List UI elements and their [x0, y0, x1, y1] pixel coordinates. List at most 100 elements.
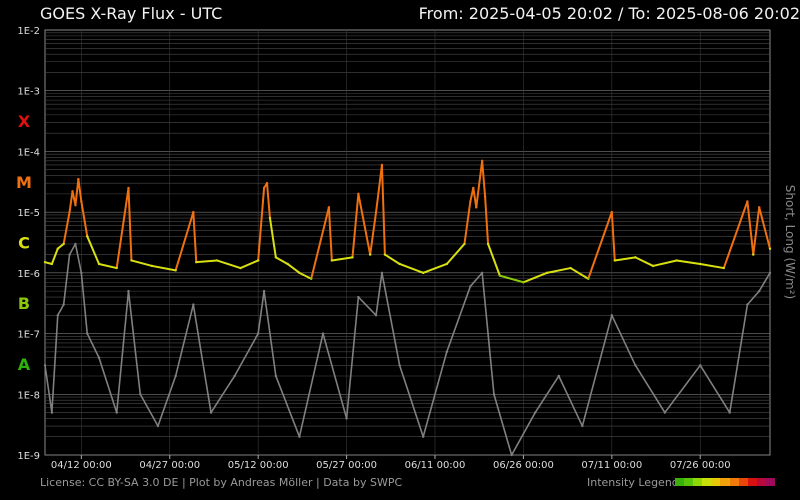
long-channel-segment: [380, 163, 386, 256]
long-channel-segment: [215, 259, 242, 270]
short-channel-point: [62, 303, 65, 306]
long-channel-point: [43, 260, 47, 264]
long-channel-point: [97, 262, 101, 266]
short-channel-point: [663, 411, 667, 414]
long-channel-segment: [130, 259, 154, 267]
long-channel-segment: [613, 256, 637, 262]
short-channel-segment: [381, 272, 401, 367]
short-channel-point: [768, 271, 772, 275]
long-channel-segment: [192, 211, 198, 264]
short-channel-point: [192, 303, 195, 306]
short-channel-segment: [728, 303, 749, 414]
legend-swatch: [720, 478, 730, 486]
long-channel-segment: [98, 262, 118, 270]
flare-class-M: M: [16, 173, 32, 192]
long-channel-segment: [266, 182, 271, 220]
long-channel-point: [498, 274, 502, 277]
short-channel-segment: [581, 314, 613, 427]
long-channel-series: [43, 159, 772, 284]
x-tick-label: 05/27 00:00: [316, 460, 377, 471]
x-tick-label: 07/11 00:00: [581, 460, 642, 471]
long-channel-point: [752, 253, 755, 256]
long-channel-point: [374, 210, 378, 214]
long-channel-point: [587, 277, 590, 280]
long-channel-segment: [475, 159, 484, 209]
x-tick-label: 04/12 00:00: [51, 460, 112, 471]
long-channel-point: [262, 186, 266, 190]
short-channel-segment: [298, 332, 324, 438]
short-channel-point: [80, 271, 83, 275]
long-channel-segment: [675, 259, 702, 265]
short-channel-segment: [481, 272, 495, 396]
long-channel-point: [469, 200, 472, 203]
short-channel-segment: [445, 285, 472, 353]
short-channel-series: [43, 242, 772, 457]
long-channel-point: [768, 247, 772, 250]
long-channel-segment: [746, 200, 755, 256]
long-channel-point: [675, 259, 678, 262]
long-channel-point: [398, 262, 401, 266]
long-channel-segment: [174, 211, 195, 272]
short-channel-point: [534, 411, 537, 414]
short-channel-point: [492, 393, 496, 396]
long-channel-point: [265, 181, 269, 185]
long-channel-point: [195, 260, 198, 264]
short-channel-segment: [510, 411, 537, 456]
long-channel-segment: [445, 242, 466, 265]
long-channel-segment: [545, 267, 572, 274]
short-channel-segment: [115, 290, 130, 414]
y-tick-label: 1E-8: [17, 390, 40, 401]
long-channel-point: [298, 271, 301, 275]
short-channel-point: [398, 364, 401, 367]
x-tick-label: 04/27 00:00: [139, 460, 200, 471]
long-channel-point: [699, 262, 702, 266]
long-channel-point: [71, 190, 74, 193]
y-axis-ticks: 1E-2 1E-3 1E-4 1E-5 1E-6 1E-7 1E-8 1E-9: [17, 26, 40, 462]
short-channel-segment: [257, 290, 265, 335]
long-channel-point: [545, 271, 549, 275]
short-channel-segment: [699, 364, 731, 414]
x-axis-ticks: 04/12 00:00 04/27 00:00 05/12 00:00 05/27 0…: [51, 455, 731, 471]
short-channel-point: [298, 435, 301, 438]
short-channel-point: [746, 303, 749, 306]
legend-swatch: [684, 478, 694, 486]
long-channel-point: [610, 210, 614, 214]
y-tick-label: 1E-7: [17, 330, 40, 341]
short-channel-segment: [469, 272, 483, 288]
long-channel-segment: [481, 159, 487, 198]
short-channel-segment: [68, 243, 77, 256]
long-channel-point: [445, 262, 448, 266]
long-channel-segment: [652, 259, 678, 267]
long-channel-point: [613, 259, 616, 262]
short-channel-point: [345, 417, 348, 420]
short-channel-point: [233, 374, 236, 378]
long-channel-segment: [351, 192, 360, 259]
legend-swatch: [702, 478, 712, 486]
short-channel-point: [445, 350, 448, 354]
long-channel-segment: [484, 195, 490, 245]
long-channel-point: [80, 200, 83, 203]
short-channel-segment: [62, 253, 71, 306]
short-channel-point: [68, 253, 71, 256]
short-channel-segment: [357, 296, 377, 317]
long-channel-point: [74, 204, 77, 207]
short-channel-point: [380, 271, 384, 275]
short-channel-segment: [263, 290, 277, 377]
long-channel-segment: [50, 247, 59, 265]
long-channel-point: [68, 210, 71, 214]
short-channel-point: [422, 435, 425, 438]
long-channel-point: [274, 256, 278, 259]
legend-swatch: [747, 478, 757, 486]
long-channel-segment: [487, 242, 501, 277]
short-channel-segment: [557, 375, 584, 427]
short-channel-segment: [422, 351, 448, 438]
short-channel-segment: [493, 393, 513, 456]
short-channel-point: [610, 314, 614, 317]
long-channel-segment: [74, 178, 80, 207]
x-tick-label: 06/11 00:00: [405, 460, 466, 471]
long-channel-point: [50, 262, 54, 266]
long-channel-point: [486, 242, 490, 246]
long-channel-segment: [257, 186, 266, 262]
short-channel-segment: [51, 314, 59, 414]
short-channel-segment: [746, 290, 760, 306]
